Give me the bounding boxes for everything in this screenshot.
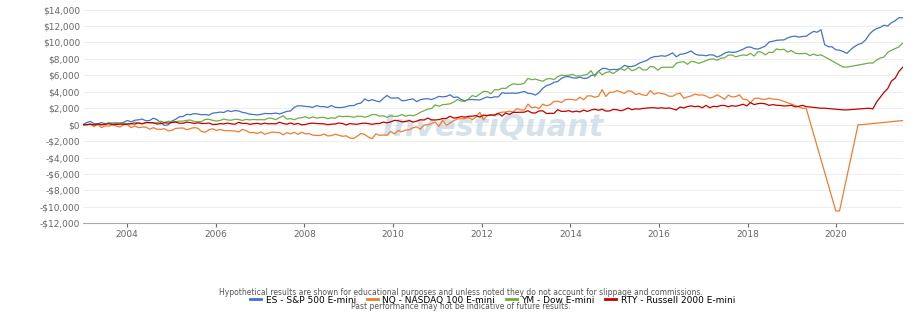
Text: InvestiQuant: InvestiQuant xyxy=(382,113,603,142)
Text: Past performance may not be indicative of future results.: Past performance may not be indicative o… xyxy=(351,302,570,311)
Legend: ES - S&P 500 E-mini, NQ - NASDAQ 100 E-mini, YM - Dow E-mini, RTY - Russell 2000: ES - S&P 500 E-mini, NQ - NASDAQ 100 E-m… xyxy=(247,292,739,308)
Text: Hypothetical results are shown for educational purposes and unless noted they do: Hypothetical results are shown for educa… xyxy=(218,288,703,297)
